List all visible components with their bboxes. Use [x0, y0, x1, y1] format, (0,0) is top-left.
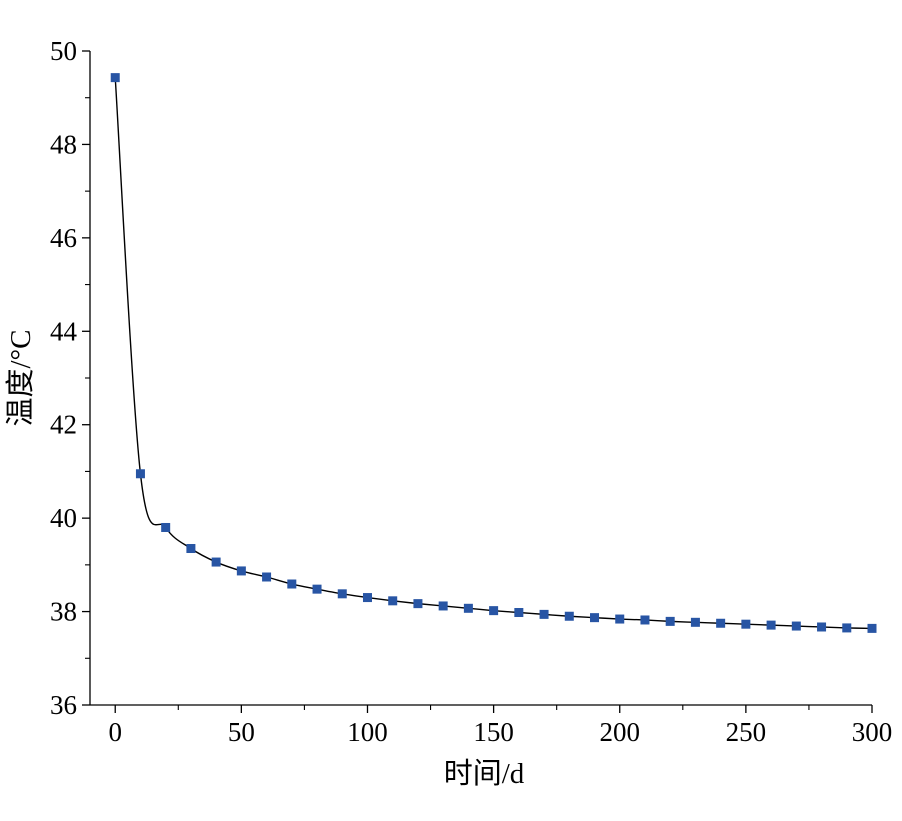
y-tick-label: 50: [50, 36, 77, 66]
data-point: [791, 621, 801, 631]
plot-area: [110, 73, 877, 633]
data-point: [564, 611, 574, 621]
x-tick-label: 200: [599, 717, 640, 747]
x-tick-label: 50: [228, 717, 255, 747]
data-point: [287, 579, 297, 589]
series-line: [114, 77, 873, 630]
axes: 0 50 100 150 200 250 300 36 38 40 42 44 46 48 50: [50, 36, 892, 747]
y-tick-label: 46: [50, 223, 77, 253]
x-tick-label: 300: [852, 717, 893, 747]
data-point: [262, 572, 272, 582]
x-tick-label: 100: [347, 717, 388, 747]
y-tick-label: 38: [50, 597, 77, 627]
data-point: [690, 617, 700, 627]
y-tick-label: 48: [50, 129, 77, 159]
x-axis-label: 时间/d: [444, 757, 525, 790]
data-point: [236, 566, 246, 576]
data-point: [463, 603, 473, 613]
data-point: [615, 614, 625, 624]
data-point: [337, 589, 347, 599]
data-point: [388, 596, 398, 606]
data-point: [842, 623, 852, 633]
data-point: [362, 593, 372, 603]
x-tick-label: 0: [108, 717, 122, 747]
data-point: [161, 522, 171, 532]
data-point: [766, 620, 776, 630]
data-point: [135, 469, 145, 479]
data-point: [716, 618, 726, 628]
y-tick-label: 36: [50, 690, 77, 720]
data-point: [489, 606, 499, 616]
data-point: [186, 544, 196, 554]
data-point: [817, 622, 827, 632]
data-point: [514, 608, 524, 618]
data-point: [539, 609, 549, 619]
data-point: [590, 613, 600, 623]
data-point: [110, 73, 120, 83]
data-point: [640, 615, 650, 625]
data-point: [413, 599, 423, 609]
data-point: [438, 601, 448, 611]
data-point: [312, 584, 322, 594]
data-point: [867, 623, 877, 633]
y-tick-label: 44: [50, 316, 78, 346]
data-point: [211, 557, 221, 567]
y-tick-label: 42: [50, 410, 77, 440]
data-point: [665, 616, 675, 626]
x-tick-label: 250: [726, 717, 767, 747]
data-point: [741, 619, 751, 629]
x-tick-label: 150: [473, 717, 514, 747]
y-tick-label: 40: [50, 503, 77, 533]
y-axis-label: 温度/°C: [4, 330, 37, 427]
